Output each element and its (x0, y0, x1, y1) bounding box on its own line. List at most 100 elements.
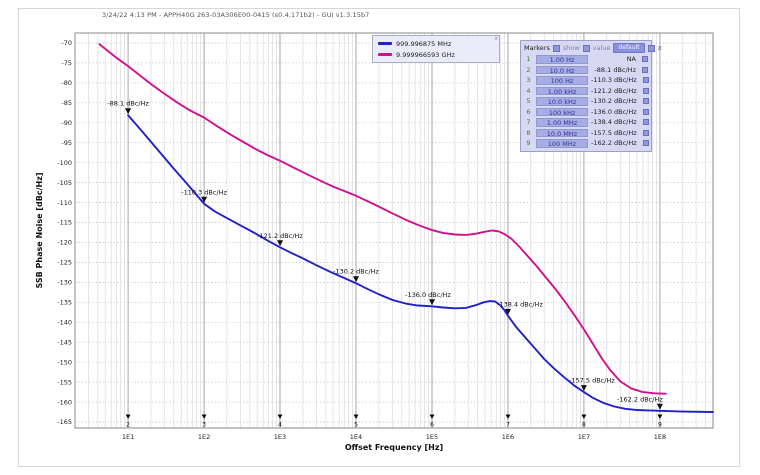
curve-marker-label: -110.3 dBc/Hz (181, 188, 227, 196)
marker-checkbox-icon[interactable] (642, 98, 649, 105)
marker-checkbox-icon[interactable] (642, 129, 649, 136)
marker-row: 9 100 MHz -162.2 dBc/Hz (524, 138, 649, 149)
axis-marker-number: 6 (430, 422, 434, 429)
curve-marker-label: -162.2 dBc/Hz (617, 395, 663, 403)
y-tick-label: -130 (57, 279, 72, 287)
marker-row: 5 10.0 kHz -130.2 dBc/Hz (524, 96, 649, 107)
axis-marker-icon[interactable] (581, 414, 587, 420)
x-tick-label: 1E1 (122, 433, 134, 441)
marker-frequency-field[interactable]: 10.0 Hz (536, 65, 588, 74)
series-curve-1 (98, 43, 667, 395)
marker-value: -130.2 dBc/Hz (591, 97, 637, 106)
legend-line-swatch (378, 42, 392, 45)
marker-frequency-field[interactable]: 1.00 Hz (536, 55, 588, 64)
axis-marker-number: 4 (278, 422, 282, 429)
curve-marker-icon[interactable] (580, 385, 587, 392)
x-tick-label: 1E2 (198, 433, 210, 441)
axis-marker-icon[interactable] (505, 414, 511, 420)
y-tick-label: -140 (57, 319, 72, 327)
legend-entries: 999.996875 MHz 9.999966593 GHz (378, 38, 495, 60)
marker-row: 8 10.0 MHz -157.5 dBc/Hz (524, 128, 649, 139)
value-checkbox-icon[interactable] (582, 44, 590, 52)
marker-row: 6 100 kHz -136.0 dBc/Hz (524, 107, 649, 118)
legend-entry: 9.999966593 GHz (378, 49, 495, 60)
marker-number: 8 (526, 128, 531, 137)
axis-marker-number: 3 (202, 422, 206, 429)
x-axis-title: Offset Frequency [Hz] (345, 443, 443, 452)
marker-number: 9 (526, 139, 531, 148)
markers-panel[interactable]: Markers show value default x 1 1.00 Hz NA 2… (520, 40, 662, 152)
marker-checkbox-icon[interactable] (642, 119, 649, 126)
marker-frequency-field[interactable]: 1.00 kHz (536, 86, 588, 95)
marker-frequency-field[interactable]: 100 MHz (536, 139, 588, 148)
marker-row: 4 1.00 kHz -121.2 dBc/Hz (524, 86, 649, 97)
legend-entry: 999.996875 MHz (378, 38, 495, 49)
markers-panel-close-icon[interactable]: x (657, 43, 662, 52)
marker-checkbox-icon[interactable] (642, 77, 649, 84)
marker-checkbox-icon[interactable] (642, 108, 649, 115)
axis-marker-number: 2 (126, 422, 130, 429)
axis-marker-icon[interactable] (277, 414, 283, 420)
show-label: show (562, 44, 580, 52)
axis-marker-icon[interactable] (353, 414, 359, 420)
marker-value: -121.2 dBc/Hz (591, 86, 637, 95)
axis-marker-number: 9 (658, 422, 662, 429)
marker-frequency-field[interactable]: 10.0 MHz (536, 128, 588, 137)
marker-frequency-field[interactable]: 100 Hz (536, 76, 588, 85)
curve-marker-icon[interactable] (505, 308, 511, 315)
y-tick-label: -155 (57, 378, 72, 386)
curve-marker-icon[interactable] (353, 276, 359, 283)
marker-checkbox-icon[interactable] (642, 140, 649, 147)
show-checkbox-icon[interactable] (552, 44, 560, 52)
plot-legend[interactable]: x 999.996875 MHz 9.999966593 GHz (372, 35, 500, 63)
y-tick-label: -80 (61, 79, 72, 87)
marker-frequency-field[interactable]: 100 kHz (536, 107, 588, 116)
y-tick-label: -75 (61, 59, 72, 67)
marker-number: 7 (526, 118, 531, 127)
marker-value: -157.5 dBc/Hz (591, 128, 637, 137)
x-tick-label: 1E8 (654, 433, 666, 441)
marker-frequency-field[interactable]: 10.0 kHz (536, 97, 588, 106)
marker-checkbox-icon[interactable] (642, 56, 648, 63)
curve-marker-icon[interactable] (125, 108, 132, 115)
y-tick-label: -125 (57, 259, 72, 267)
markers-rows: 1 1.00 Hz NA 2 10.0 Hz -88.1 dBc/Hz 3 100 Hz -11… (524, 54, 649, 149)
x-tick-label: 1E7 (578, 433, 590, 441)
marker-row: 1 1.00 Hz NA (524, 54, 648, 65)
curve-marker-icon[interactable] (656, 403, 663, 410)
axis-marker-icon[interactable] (657, 414, 663, 420)
curve-marker-label: -130.2 dBc/Hz (333, 268, 379, 276)
marker-number: 3 (526, 76, 531, 85)
curve-marker-icon[interactable] (277, 240, 283, 247)
plot-border (74, 32, 714, 429)
axis-marker-number: 8 (582, 422, 586, 429)
default-button[interactable]: default (613, 43, 645, 53)
y-tick-label: -105 (57, 179, 72, 187)
y-tick-label: -70 (61, 39, 72, 47)
markers-panel-title: Markers (524, 44, 550, 52)
marker-frequency-field[interactable]: 1.00 MHz (536, 118, 588, 127)
marker-checkbox-icon[interactable] (642, 66, 648, 73)
marker-row: 3 100 Hz -110.3 dBc/Hz (524, 75, 649, 86)
markers-panel-header: Markers show value default x (524, 42, 662, 54)
y-tick-label: -160 (57, 398, 72, 406)
curve-marker-label: -138.4 dBc/Hz (497, 300, 543, 308)
y-tick-label: -100 (57, 159, 72, 167)
y-tick-label: -145 (57, 338, 72, 346)
curve-marker-icon[interactable] (429, 299, 435, 306)
x-tick-label: 1E6 (502, 433, 514, 441)
legend-close-icon[interactable]: x (494, 35, 498, 42)
marker-number: 5 (526, 97, 531, 106)
axis-marker-icon[interactable] (201, 414, 207, 420)
marker-value: -110.3 dBc/Hz (591, 76, 637, 85)
curve-marker-icon[interactable] (201, 196, 208, 203)
axis-marker-icon[interactable] (429, 414, 435, 420)
axis-marker-icon[interactable] (125, 414, 131, 420)
curve-marker-label: -88.1 dBc/Hz (107, 100, 149, 108)
marker-checkbox-icon[interactable] (642, 87, 649, 94)
y-tick-label: -115 (57, 219, 72, 227)
app-title: 3/24/22 4:13 PM - APPH40G 263-03A306E00-… (102, 11, 370, 19)
legend-label: 999.996875 MHz (396, 39, 452, 48)
header-checkbox-icon[interactable] (647, 44, 655, 52)
